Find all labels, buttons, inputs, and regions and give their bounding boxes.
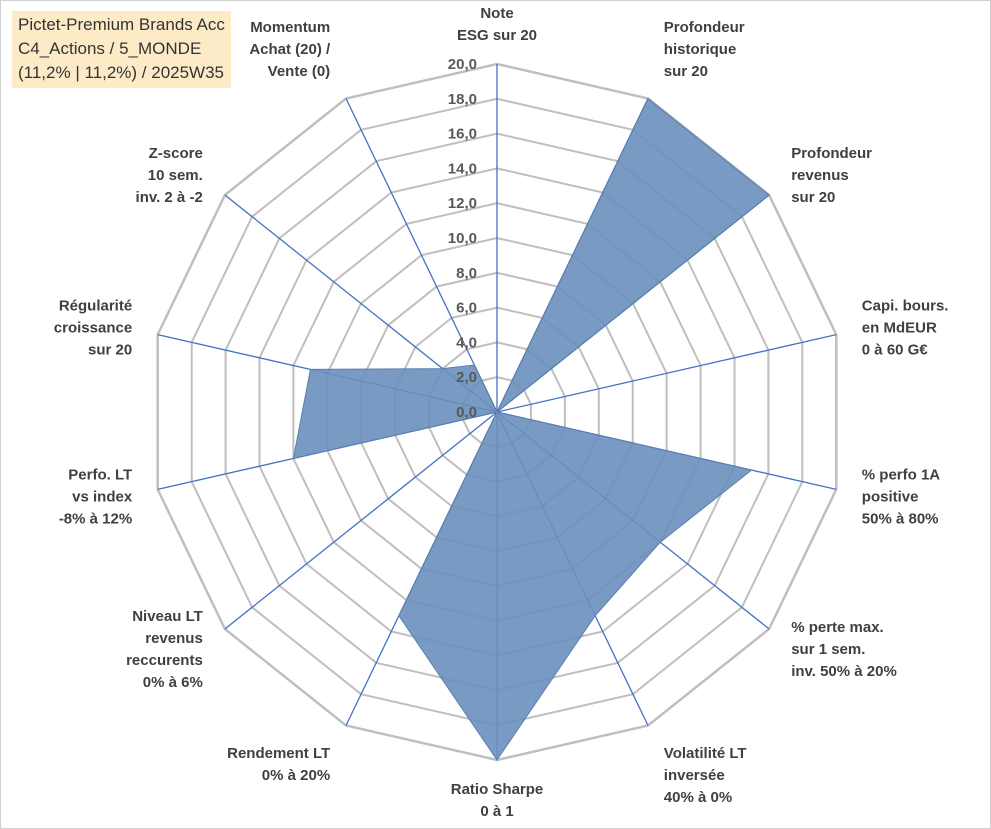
category-label: Ratio Sharpe 0 à 1	[451, 781, 544, 820]
tick-label: 0,0	[456, 404, 477, 421]
category-label: % perfo 1A positive 50% à 80%	[862, 467, 941, 528]
radar-point	[594, 615, 596, 617]
radar-spoke	[496, 333, 837, 413]
category-label: Régularité croissance sur 20	[54, 297, 132, 358]
category-label: Perfo. LT vs index -8% à 12%	[59, 467, 133, 528]
radar-point	[659, 541, 661, 543]
tick-label: 8,0	[456, 265, 477, 282]
tick-label: 12,0	[448, 195, 477, 212]
category-label: Momentum Achat (20) / Vente (0)	[249, 19, 331, 80]
radar-point	[309, 368, 312, 371]
radar-spoke	[345, 98, 498, 413]
radar-point	[750, 469, 753, 471]
radar-point	[768, 194, 770, 196]
tick-label: 20,0	[448, 56, 477, 73]
radial-tick-labels: 0,0 2,0 4,0 6,0 8,0 10,0 12,0 14,0 16,0 18,0 20,0	[448, 56, 477, 421]
tick-label: 6,0	[456, 300, 477, 317]
radar-point	[398, 615, 400, 617]
category-label: Z-score 10 sem. inv. 2 à -2	[136, 145, 203, 206]
radar-point	[292, 457, 295, 460]
radar-point	[473, 364, 476, 366]
radar-point	[647, 97, 649, 100]
category-label: Note ESG sur 20	[457, 5, 537, 44]
chart-title-line-1: Pictet-Premium Brands Acc	[18, 15, 225, 34]
radar-spoke	[224, 411, 498, 630]
category-labels: Note ESG sur 20 Profondeur historique sur 20…	[54, 5, 949, 820]
tick-label: 16,0	[448, 126, 477, 143]
category-label: % perte max. sur 1 sem. inv. 50% à 20%	[791, 619, 897, 680]
radar-point	[441, 367, 444, 370]
category-label: Profondeur historique sur 20	[664, 19, 745, 80]
category-label: Volatilité LT inversée 40% à 0%	[664, 745, 747, 806]
chart-title: Pictet-Premium Brands Acc C4_Actions / 5…	[12, 11, 231, 88]
tick-label: 18,0	[448, 91, 477, 108]
radar-point	[496, 411, 498, 413]
radar-series	[292, 97, 770, 761]
radar-point	[496, 759, 498, 761]
chart-title-line-2: C4_Actions / 5_MONDE	[18, 39, 202, 58]
category-label: Profondeur revenus sur 20	[791, 145, 872, 206]
tick-label: 10,0	[448, 230, 477, 247]
category-label: Capi. bours. en MdEUR 0 à 60 G€	[862, 297, 949, 358]
tick-label: 4,0	[456, 334, 477, 351]
category-label: Niveau LT revenus reccurents 0% à 6%	[126, 608, 203, 691]
category-label: Rendement LT 0% à 20%	[227, 745, 330, 784]
radar-series-area	[292, 97, 770, 761]
tick-label: 2,0	[456, 369, 477, 386]
chart-title-line-3: (11,2% | 11,2%) / 2025W35	[18, 63, 225, 82]
tick-label: 14,0	[448, 160, 477, 177]
